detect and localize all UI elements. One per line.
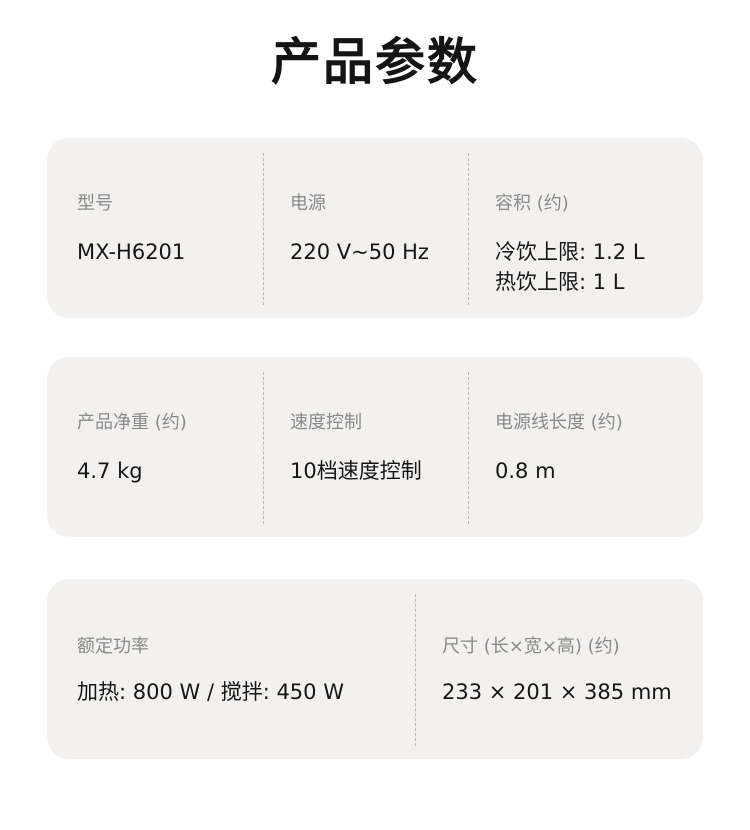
- divider: [415, 594, 416, 746]
- divider: [263, 372, 264, 524]
- spec-value-capacity: 冷饮上限: 1.2 L 热饮上限: 1 L: [495, 237, 645, 297]
- spec-card-3: 额定功率 加热: 800 W / 搅拌: 450 W 尺寸 (长×宽×高) (约…: [47, 579, 703, 759]
- spec-value-rated-power: 加热: 800 W / 搅拌: 450 W: [77, 680, 344, 704]
- spec-card-1: 型号 MX-H6201 电源 220 V~50 Hz 容积 (约) 冷饮上限: …: [47, 138, 703, 318]
- spec-label-dimensions: 尺寸 (长×宽×高) (约): [442, 636, 620, 657]
- divider: [468, 153, 469, 305]
- divider: [263, 153, 264, 305]
- spec-value-model: MX-H6201: [77, 240, 186, 264]
- divider: [468, 372, 469, 524]
- spec-value-dimensions: 233 × 201 × 385 mm: [442, 680, 672, 704]
- spec-value-net-weight: 4.7 kg: [77, 459, 143, 483]
- spec-label-cord-length: 电源线长度 (约): [495, 412, 623, 433]
- capacity-cold: 冷饮上限: 1.2 L: [495, 240, 645, 264]
- page-title: 产品参数: [271, 33, 479, 91]
- spec-label-capacity: 容积 (约): [495, 193, 569, 214]
- spec-label-rated-power: 额定功率: [77, 636, 149, 657]
- spec-label-power-supply: 电源: [290, 193, 326, 214]
- spec-label-model: 型号: [77, 193, 113, 214]
- spec-value-speed-control: 10档速度控制: [290, 459, 422, 483]
- spec-value-cord-length: 0.8 m: [495, 459, 556, 483]
- capacity-hot: 热饮上限: 1 L: [495, 270, 625, 294]
- spec-label-speed-control: 速度控制: [290, 412, 362, 433]
- spec-label-net-weight: 产品净重 (约): [77, 412, 187, 433]
- spec-card-2: 产品净重 (约) 4.7 kg 速度控制 10档速度控制 电源线长度 (约) 0…: [47, 357, 703, 537]
- spec-value-power-supply: 220 V~50 Hz: [290, 240, 429, 264]
